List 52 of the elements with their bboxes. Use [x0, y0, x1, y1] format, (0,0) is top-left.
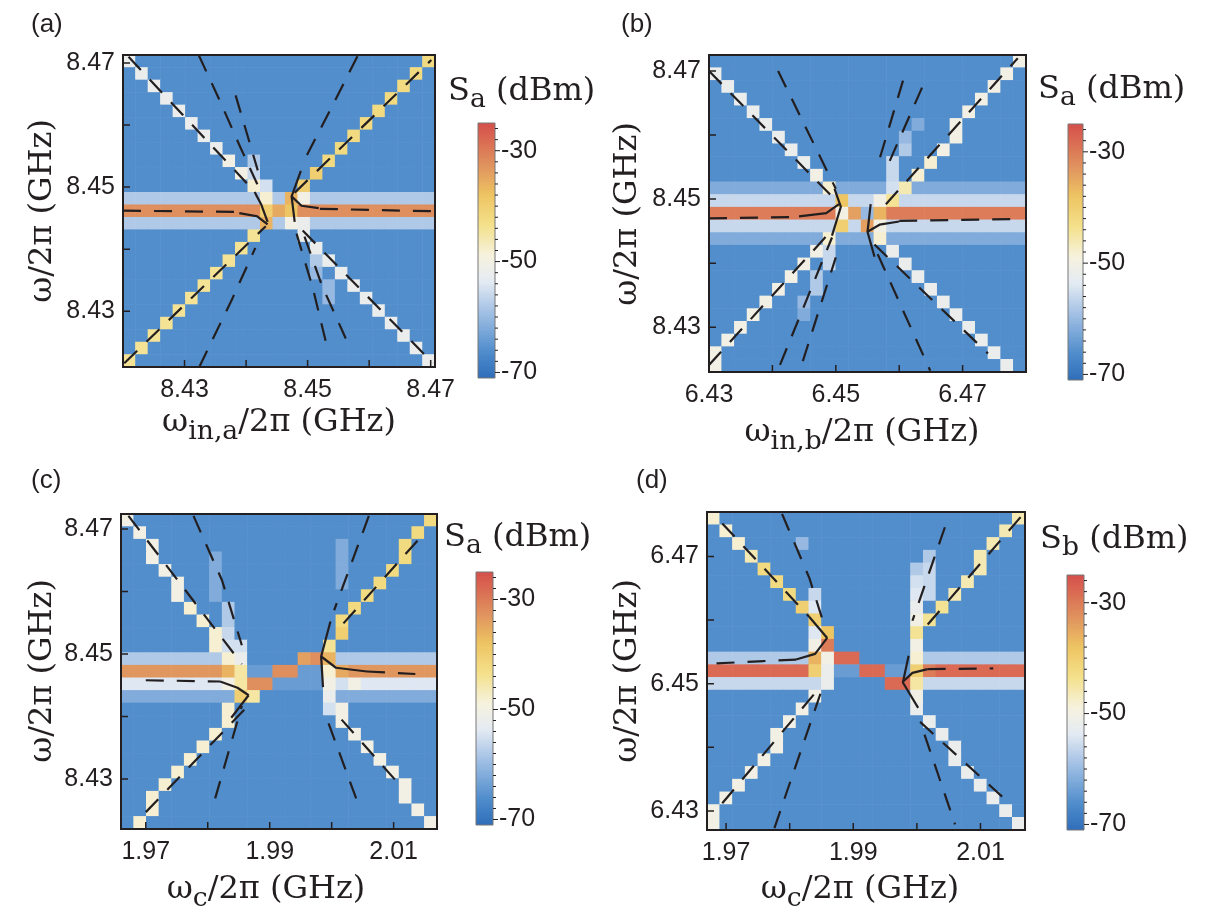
- x-tick-label: 8.43: [160, 373, 209, 402]
- y-tick-label: 8.43: [652, 311, 701, 340]
- color-bar-label: -30: [1090, 586, 1127, 615]
- x-tick-label: 1.97: [121, 835, 171, 864]
- y-tick-label: 8.43: [66, 295, 115, 324]
- chart-title: (a): [31, 8, 63, 39]
- color-bar-label: -70: [1090, 808, 1127, 837]
- y-tick-label: 8.45: [652, 182, 701, 211]
- x-axis-title: ω$_{c}$/2π (GHz): [166, 868, 366, 912]
- y-axis-title: ω/2π (GHz): [606, 579, 644, 763]
- y-tick-label: 6.47: [650, 540, 699, 569]
- color-bar-label: -50: [1090, 697, 1127, 726]
- x-tick-label: 6.43: [684, 378, 734, 407]
- x-tick-label: 2.01: [956, 836, 1005, 865]
- x-tick-label: 8.47: [406, 373, 456, 402]
- y-tick-label: 8.47: [64, 512, 113, 541]
- y-tick-label: 8.45: [64, 637, 113, 666]
- y-tick-label: 8.47: [66, 46, 115, 75]
- y-tick-label: 8.45: [66, 171, 115, 200]
- color-bar-title: S$_{a}$ (dBm): [1038, 68, 1186, 112]
- color-bar-label: -70: [1089, 358, 1126, 387]
- x-tick-label: 1.99: [245, 835, 295, 864]
- color-bar-title: S$_{b}$ (dBm): [1040, 518, 1189, 562]
- y-tick-label: 6.45: [650, 667, 699, 696]
- y-tick-label: 8.47: [652, 54, 701, 83]
- color-bar-label: -30: [499, 583, 536, 612]
- y-tick-label: 8.43: [64, 762, 113, 791]
- chart-title: (d): [636, 464, 668, 495]
- color-bar-label: -30: [501, 134, 538, 163]
- x-tick-label: 8.45: [283, 373, 332, 402]
- y-axis-title: ω/2π (GHz): [21, 119, 59, 303]
- x-axis-title: ω$_{in,b}$/2π (GHz): [744, 411, 980, 455]
- x-axis-title: ω$_{c}$/2π (GHz): [760, 868, 960, 912]
- chart-title: (b): [621, 8, 653, 39]
- x-tick-label: 6.45: [811, 378, 861, 407]
- y-axis-title: ω/2π (GHz): [21, 579, 59, 763]
- color-bar-title: S$_{a}$ (dBm): [444, 516, 592, 560]
- x-tick-label: 1.99: [828, 836, 878, 865]
- color-bar-label: -50: [499, 693, 536, 722]
- color-bar-label: -70: [501, 356, 538, 385]
- chart-title: (c): [31, 464, 62, 495]
- color-bar-label: -50: [501, 245, 538, 274]
- x-tick-label: 6.47: [938, 378, 987, 407]
- color-bar-label: -70: [499, 803, 536, 832]
- y-axis-title: ω/2π (GHz): [606, 122, 644, 306]
- x-axis-title: ω$_{in,a}$/2π (GHz): [162, 401, 396, 445]
- color-bar-title: S$_{a}$ (dBm): [448, 70, 596, 114]
- x-tick-label: 2.01: [369, 835, 418, 864]
- y-tick-label: 6.43: [650, 794, 699, 823]
- x-tick-label: 1.97: [701, 836, 751, 865]
- color-bar-label: -30: [1089, 135, 1126, 164]
- color-bar-label: -50: [1089, 247, 1126, 276]
